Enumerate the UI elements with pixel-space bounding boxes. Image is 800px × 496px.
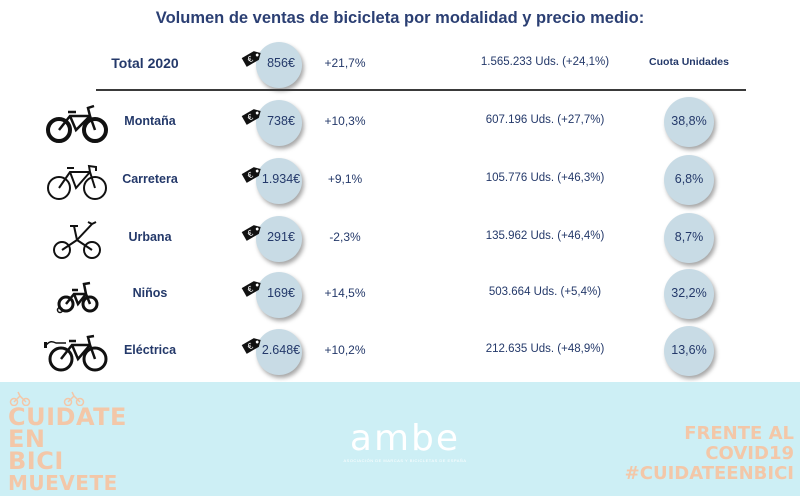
table-row: Carretera € 1.934€ +9,1% 105.776 Uds. (+… bbox=[0, 152, 800, 208]
share-value: 38,8% bbox=[671, 114, 707, 128]
price-value: 1.934€ bbox=[261, 172, 301, 186]
svg-text:€: € bbox=[246, 112, 255, 122]
price-tag-icon: € bbox=[241, 167, 261, 183]
price-tag-icon: € bbox=[241, 338, 261, 354]
share-bubble bbox=[664, 326, 714, 376]
price-value: 738€ bbox=[267, 114, 295, 128]
svg-text:€: € bbox=[246, 341, 255, 351]
logo-text: ambe bbox=[349, 418, 461, 459]
price-change: +14,5% bbox=[324, 286, 366, 300]
badge-line: CUIDATE bbox=[8, 403, 127, 431]
price-bubble bbox=[256, 42, 302, 88]
units-value: 503.664 Uds. (+5,4%) bbox=[488, 286, 602, 298]
units-value: 212.635 Uds. (+48,9%) bbox=[485, 343, 605, 355]
share-bubble bbox=[664, 269, 714, 319]
units-value: 135.962 Uds. (+46,4%) bbox=[485, 230, 605, 242]
divider bbox=[96, 89, 746, 91]
svg-text:€: € bbox=[246, 54, 255, 64]
price-value: 169€ bbox=[267, 286, 295, 300]
price-tag-icon: € bbox=[241, 281, 261, 297]
share-bubble bbox=[664, 213, 714, 263]
total-label: Total 2020 bbox=[111, 55, 179, 71]
share-bubble bbox=[664, 155, 714, 205]
share-value: 8,7% bbox=[674, 230, 704, 244]
folding-bike-icon bbox=[53, 221, 101, 259]
electric-bike-icon bbox=[44, 334, 108, 372]
svg-text:€: € bbox=[246, 170, 255, 180]
road-bike-icon bbox=[47, 164, 107, 200]
price-change: +10,3% bbox=[324, 114, 366, 128]
page-title: Volumen de ventas de bicicleta por modal… bbox=[155, 9, 645, 27]
share-bubble bbox=[664, 97, 714, 147]
share-value: 13,6% bbox=[671, 343, 707, 357]
price-value: 291€ bbox=[267, 230, 295, 244]
row-label: Montaña bbox=[124, 114, 176, 128]
table-row: Urbana € 291€ -2,3% 135.962 Uds. (+46,4%… bbox=[0, 210, 800, 266]
svg-text:€: € bbox=[246, 228, 255, 238]
price-bubble bbox=[256, 329, 302, 375]
cuidate-badge: CUIDATE EN BICI MUEVETE bbox=[8, 390, 127, 495]
badge-line: MUEVETE bbox=[8, 471, 118, 495]
kids-bike-icon bbox=[56, 281, 99, 314]
price-change: +10,2% bbox=[324, 343, 366, 357]
units-value: 1.565.233 Uds. (+24,1%) bbox=[480, 56, 610, 68]
badge-line: #CUIDATEENBICI bbox=[624, 463, 794, 484]
share-value: 32,2% bbox=[671, 286, 707, 300]
row-label: Carretera bbox=[122, 172, 178, 186]
table-row: Montaña € 738€ +10,3% 607.196 Uds. (+27,… bbox=[0, 94, 800, 150]
price-bubble bbox=[256, 100, 302, 146]
price-change: -2,3% bbox=[329, 230, 361, 244]
share-header: Cuota Unidades bbox=[649, 56, 729, 68]
price-tag-icon: € bbox=[241, 109, 261, 125]
price-bubble bbox=[256, 272, 302, 318]
covid-badge: FRENTE AL COVID19 #CUIDATEENBICI bbox=[616, 424, 794, 484]
table-row: Niños € 169€ +14,5% 503.664 Uds. (+5,4%)… bbox=[0, 266, 800, 322]
logo-subtitle: ASOCIACIÓN DE MARCAS Y BICICLETAS DE ESP… bbox=[343, 458, 467, 463]
price-change: +21,7% bbox=[324, 56, 366, 70]
cyclist-icon bbox=[9, 391, 85, 406]
price-value: 2.648€ bbox=[261, 343, 301, 357]
total-row: Total 2020 € 856€ +21,7% 1.565.233 Uds. … bbox=[0, 36, 800, 92]
row-label: Niños bbox=[132, 286, 168, 300]
badge-line: FRENTE AL COVID19 bbox=[684, 423, 794, 464]
price-tag-icon: € bbox=[241, 225, 261, 241]
price-change: +9,1% bbox=[327, 172, 363, 186]
svg-text:€: € bbox=[246, 284, 255, 294]
price-tag-icon: € bbox=[241, 51, 261, 67]
units-value: 607.196 Uds. (+27,7%) bbox=[485, 114, 605, 126]
row-label: Urbana bbox=[128, 230, 172, 244]
price-bubble bbox=[256, 158, 302, 204]
badge-line: EN BICI bbox=[8, 425, 64, 475]
mountain-bike-icon bbox=[46, 104, 108, 143]
price-bubble bbox=[256, 216, 302, 262]
share-value: 6,8% bbox=[674, 172, 704, 186]
footer-banner: CUIDATE EN BICI MUEVETE ambe ASOCIACIÓN … bbox=[0, 382, 800, 496]
units-value: 105.776 Uds. (+46,3%) bbox=[485, 172, 605, 184]
row-label: Eléctrica bbox=[123, 343, 177, 357]
ambe-logo: ambe ASOCIACIÓN DE MARCAS Y BICICLETAS D… bbox=[340, 418, 470, 464]
price-value: 856€ bbox=[267, 56, 295, 70]
table-row: Eléctrica € 2.648€ +10,2% 212.635 Uds. (… bbox=[0, 323, 800, 379]
